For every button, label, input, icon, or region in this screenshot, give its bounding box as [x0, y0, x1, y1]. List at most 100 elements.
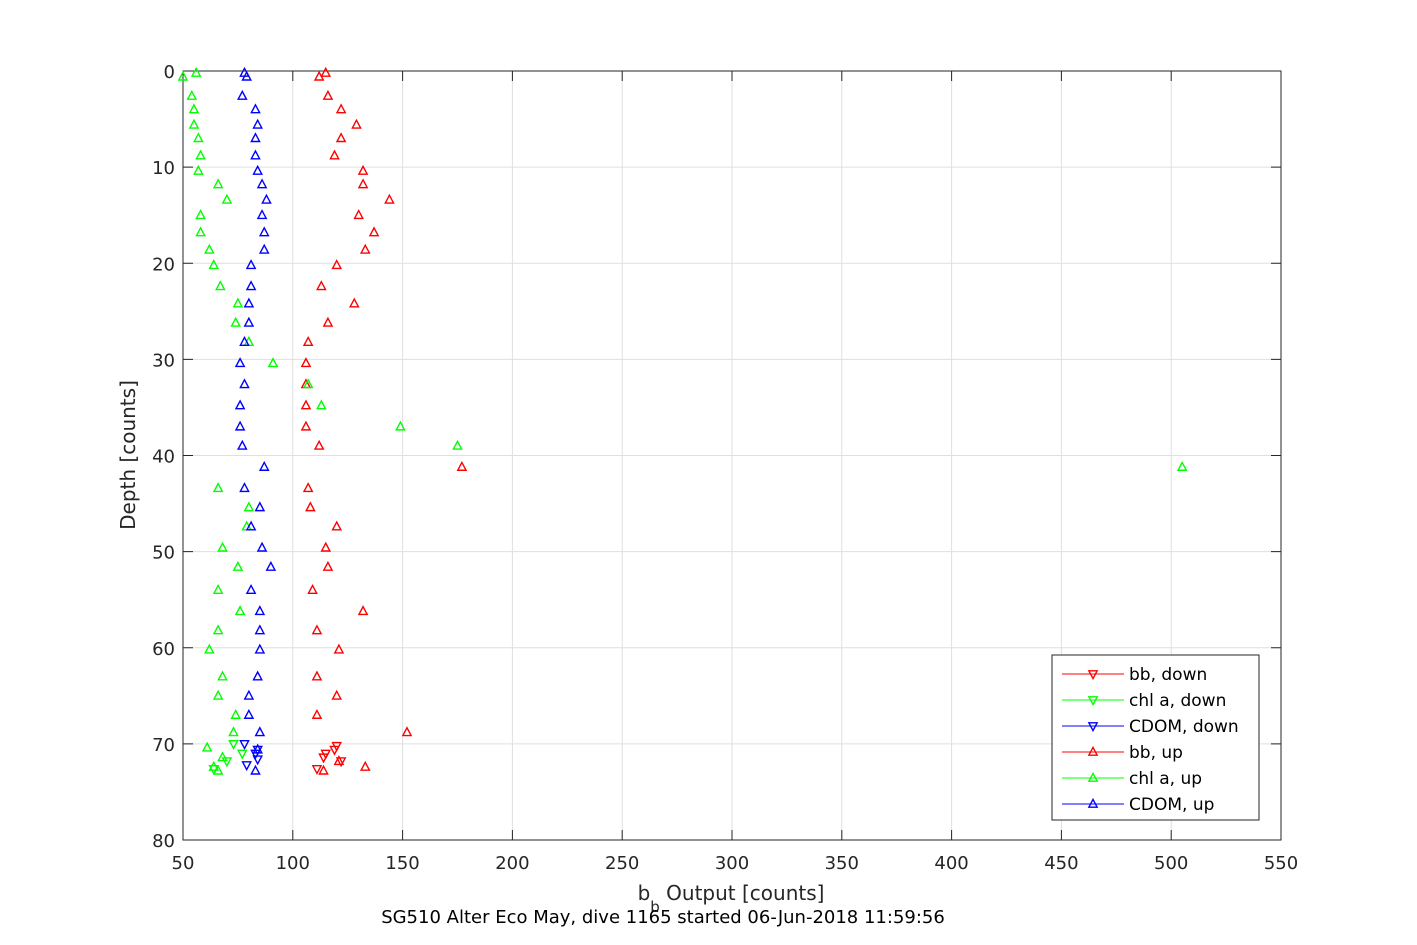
y-axis-label: Depth [counts] [116, 380, 140, 530]
x-tick-label: 300 [715, 853, 749, 874]
point-bb-up [318, 764, 329, 775]
point-bb-up [331, 520, 343, 531]
point-chl-a-up [395, 420, 406, 431]
point-cdom-up [254, 501, 266, 512]
point-chl-a-down [236, 749, 248, 760]
point-chl-a-up [217, 670, 228, 681]
point-cdom-up [254, 643, 266, 654]
point-cdom-up [254, 726, 266, 737]
point-cdom-up [243, 297, 255, 308]
point-chl-a-up [232, 560, 244, 571]
y-tick-label: 60 [152, 639, 175, 660]
point-chl-a-up [204, 243, 215, 254]
point-cdom-up [252, 743, 263, 754]
point-cdom-up [243, 316, 255, 327]
point-chl-a-up [232, 297, 244, 308]
point-cdom-up [250, 103, 261, 114]
dive-caption: SG510 Alter Eco May, dive 1165 started 0… [381, 907, 945, 928]
legend-label-bb-up: bb, up [1129, 743, 1183, 763]
point-cdom-up [261, 193, 272, 204]
legend-label-cdom-down: CDOM, down [1129, 717, 1239, 737]
point-cdom-up [245, 280, 257, 291]
point-chl-a-up [230, 708, 242, 719]
y-tick-label: 70 [152, 735, 175, 756]
point-bb-up [335, 103, 347, 114]
point-chl-a-up [195, 226, 206, 237]
y-tick-label: 80 [152, 831, 175, 852]
point-cdom-up [236, 89, 248, 100]
point-cdom-up [258, 243, 270, 254]
point-bb-up [300, 399, 312, 410]
point-bb-up [307, 583, 318, 594]
point-bb-down [329, 745, 340, 756]
x-axis-label-rest: Output [counts] [660, 881, 825, 905]
point-chl-a-up [212, 624, 224, 635]
point-cdom-up [239, 482, 250, 493]
point-bb-up [359, 760, 371, 771]
point-chl-a-up [267, 357, 279, 368]
point-bb-up [357, 605, 369, 616]
point-chl-a-up [1176, 460, 1188, 471]
x-tick-label: 400 [934, 853, 968, 874]
point-bb-up [322, 316, 334, 327]
point-chl-a-up [221, 193, 233, 204]
point-cdom-up [250, 149, 261, 160]
point-bb-up [359, 243, 371, 254]
x-tick-label: 500 [1154, 853, 1188, 874]
point-chl-a-up [212, 764, 224, 775]
point-bb-up [329, 149, 340, 160]
point-cdom-up [234, 420, 246, 431]
point-chl-a-up [186, 89, 198, 100]
point-chl-a-up [208, 259, 220, 270]
y-tick-label: 30 [152, 350, 175, 371]
point-cdom-up [265, 560, 277, 571]
point-bb-up [456, 460, 468, 471]
point-chl-a-up [212, 178, 224, 189]
point-bb-up [368, 226, 380, 237]
point-cdom-up [258, 460, 270, 471]
point-cdom-up [256, 178, 268, 189]
legend-label-chl-a-down: chl a, down [1129, 691, 1226, 711]
point-chl-a-up [212, 583, 224, 594]
legend-marker-cdom-down [1087, 722, 1099, 733]
point-chl-a-up [316, 399, 327, 410]
point-bb-up [331, 259, 343, 270]
y-tick-label: 0 [164, 62, 175, 83]
x-tick-label: 450 [1044, 853, 1078, 874]
point-chl-a-up [215, 280, 226, 291]
point-cdom-down [241, 761, 252, 772]
point-bb-up [322, 560, 334, 571]
x-tick-label: 100 [276, 853, 310, 874]
legend-marker-bb-up [1087, 745, 1099, 756]
point-bb-up [300, 357, 312, 368]
x-axis-label-b: b [638, 881, 651, 905]
point-bb-up [357, 178, 369, 189]
point-bb-up [333, 643, 345, 654]
data-points [177, 66, 1188, 775]
point-cdom-up [250, 132, 261, 143]
x-axis-label: bb Output [counts] [638, 881, 825, 916]
point-cdom-up [241, 70, 252, 81]
point-bb-up [401, 726, 413, 737]
point-cdom-up [234, 357, 246, 368]
point-chl-a-up [243, 501, 255, 512]
point-chl-a-up [177, 70, 189, 81]
legend-marker-bb-down [1087, 670, 1099, 681]
point-chl-a-up [217, 541, 228, 552]
point-bb-up [320, 66, 332, 77]
point-chl-a-up [302, 378, 314, 389]
point-bb-up [384, 193, 395, 204]
y-tick-label: 10 [152, 158, 175, 179]
point-bb-up [305, 501, 316, 512]
legend-marker-cdom-up [1087, 797, 1099, 808]
point-bb-up [320, 541, 332, 552]
legend: bb, down chl a, down CDOM, down bb, up chl a… [1051, 654, 1260, 821]
legend-label-chl-a-up: chl a, up [1129, 769, 1202, 789]
point-cdom-up [234, 399, 246, 410]
point-bb-down [318, 753, 329, 764]
y-tick-label: 50 [152, 543, 175, 564]
point-cdom-up [243, 689, 255, 700]
point-cdom-up [258, 226, 270, 237]
point-cdom-down [252, 755, 263, 766]
point-chl-a-up [204, 643, 215, 654]
